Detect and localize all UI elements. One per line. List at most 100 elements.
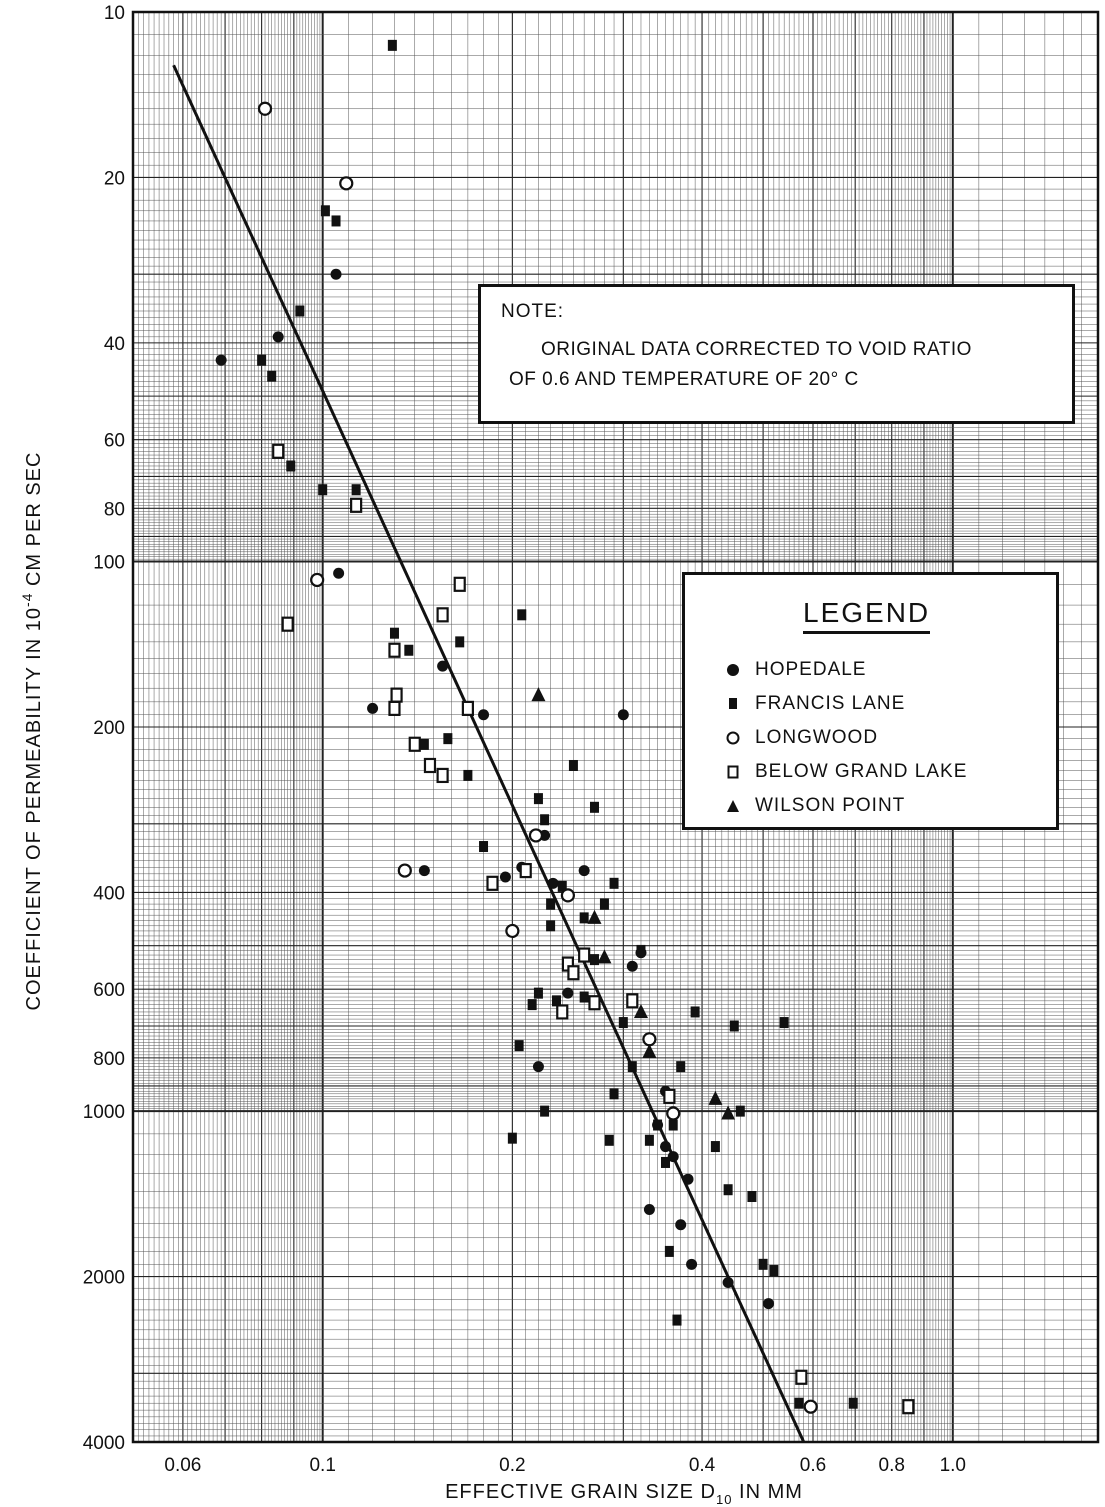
francis-lane-point bbox=[653, 1119, 663, 1131]
y-tick-label: 2000 bbox=[83, 1268, 125, 1289]
wilson-point-point bbox=[642, 1043, 657, 1058]
francis-lane-point bbox=[794, 1397, 804, 1409]
francis-lane-point bbox=[546, 920, 556, 932]
hopedale-point bbox=[763, 1298, 775, 1310]
below-grand-lake-point bbox=[408, 736, 421, 752]
x-tick-label: 1.0 bbox=[940, 1455, 966, 1476]
hopedale-point bbox=[418, 865, 430, 877]
below-grand-lake-point bbox=[423, 757, 437, 774]
francis-lane-point bbox=[443, 733, 453, 745]
francis-lane-point bbox=[664, 1245, 674, 1257]
francis-lane-point bbox=[618, 1017, 628, 1029]
below-grand-lake-point bbox=[902, 1399, 915, 1415]
francis-lane-point bbox=[604, 1134, 614, 1146]
trend-line-group bbox=[172, 64, 806, 1443]
francis-lane-point bbox=[514, 1040, 524, 1052]
wilson-point-point bbox=[531, 687, 546, 702]
hopedale-point bbox=[367, 702, 379, 714]
note-box: NOTE: ORIGINAL DATA CORRECTED TO VOID RA… bbox=[478, 284, 1075, 424]
hopedale-point bbox=[682, 1173, 694, 1185]
longwood-point bbox=[528, 828, 544, 843]
x-tick-label: 0.4 bbox=[689, 1455, 716, 1476]
below-grand-lake-point bbox=[272, 443, 285, 459]
below-grand-lake-point bbox=[350, 497, 363, 513]
francis-lane-point bbox=[517, 609, 527, 621]
longwood-point bbox=[310, 572, 325, 588]
hopedale-point bbox=[660, 1141, 672, 1153]
legend: LEGEND HOPEDALE FRANCIS LANE LONGWOOD BE… bbox=[682, 572, 1059, 830]
y-tick-label: 600 bbox=[93, 980, 125, 1001]
francis-lane-point bbox=[455, 636, 465, 648]
y-tick-label: 60 bbox=[104, 431, 125, 452]
longwood-point bbox=[257, 101, 273, 116]
francis-lane-point bbox=[769, 1265, 779, 1277]
open-square-icon bbox=[727, 765, 739, 779]
longwood-point bbox=[642, 1032, 657, 1047]
below-grand-lake-point bbox=[281, 616, 294, 632]
francis-lane-point bbox=[676, 1061, 686, 1073]
x-axis-label: EFFECTIVE GRAIN SIZE D10 IN MM bbox=[445, 1481, 803, 1507]
hopedale-point bbox=[626, 960, 638, 972]
trend-line bbox=[172, 64, 806, 1443]
legend-label: BELOW GRAND LAKE bbox=[755, 761, 968, 782]
filled-circle-icon bbox=[727, 664, 739, 676]
hopedale-point bbox=[532, 1061, 544, 1073]
hopedale-point bbox=[499, 871, 511, 883]
note-line-2: OF 0.6 AND TEMPERATURE OF 20° C bbox=[509, 369, 859, 390]
y-tick-label: 200 bbox=[93, 718, 125, 739]
filled-square-icon bbox=[729, 698, 737, 709]
below-grand-lake-point bbox=[663, 1088, 676, 1104]
francis-lane-point bbox=[540, 1105, 550, 1117]
francis-lane-point bbox=[729, 1020, 739, 1032]
francis-lane-point bbox=[579, 991, 589, 1003]
hopedale-point bbox=[215, 354, 227, 366]
francis-lane-point bbox=[318, 484, 328, 496]
legend-label: WILSON POINT bbox=[755, 795, 906, 816]
legend-item-below-grand-lake: BELOW GRAND LAKE bbox=[725, 759, 967, 785]
francis-lane-point bbox=[257, 354, 267, 366]
x-tick-label: 0.06 bbox=[164, 1455, 201, 1476]
francis-lane-point bbox=[609, 877, 619, 889]
below-grand-lake-point bbox=[388, 642, 401, 658]
below-grand-lake-point bbox=[795, 1369, 808, 1385]
francis-lane-point bbox=[690, 1006, 700, 1018]
wilson-point-point bbox=[633, 1003, 648, 1018]
below-grand-lake-point bbox=[578, 947, 591, 963]
below-grand-lake-point bbox=[461, 700, 474, 716]
hopedale-point bbox=[722, 1276, 734, 1288]
note-heading: NOTE: bbox=[501, 301, 565, 322]
y-tick-label: 400 bbox=[93, 883, 125, 904]
francis-lane-point bbox=[295, 305, 305, 317]
legend-item-wilson-point: WILSON POINT bbox=[725, 793, 905, 819]
below-grand-lake-point bbox=[436, 767, 449, 784]
x-tick-label: 0.2 bbox=[499, 1455, 525, 1476]
wilson-point-point bbox=[721, 1105, 736, 1120]
x-tick-label: 0.8 bbox=[879, 1455, 905, 1476]
below-grand-lake-point bbox=[453, 576, 466, 592]
legend-label: LONGWOOD bbox=[755, 727, 879, 748]
hopedale-point bbox=[330, 268, 342, 280]
francis-lane-point bbox=[661, 1156, 671, 1168]
hopedale-point bbox=[675, 1219, 687, 1231]
legend-label: FRANCIS LANE bbox=[755, 693, 906, 714]
wilson-point-point bbox=[597, 949, 612, 964]
francis-lane-point bbox=[568, 759, 578, 771]
francis-lane-point bbox=[599, 898, 609, 910]
hopedale-point bbox=[562, 987, 574, 999]
longwood-point bbox=[339, 176, 354, 191]
francis-lane-point bbox=[735, 1105, 745, 1117]
francis-lane-point bbox=[589, 801, 599, 813]
francis-lane-point bbox=[546, 898, 556, 910]
y-tick-label: 20 bbox=[104, 168, 125, 189]
x-tick-label: 0.1 bbox=[309, 1455, 335, 1476]
legend-item-longwood: LONGWOOD bbox=[725, 725, 878, 751]
y-tick-label: 800 bbox=[93, 1049, 125, 1070]
francis-lane-point bbox=[533, 793, 543, 805]
francis-lane-point bbox=[286, 460, 296, 472]
francis-lane-point bbox=[668, 1119, 678, 1131]
longwood-point bbox=[666, 1106, 681, 1121]
francis-lane-point bbox=[758, 1258, 768, 1270]
y-tick-label: 80 bbox=[104, 499, 125, 520]
hopedale-point bbox=[437, 660, 449, 672]
francis-lane-point bbox=[527, 999, 537, 1011]
